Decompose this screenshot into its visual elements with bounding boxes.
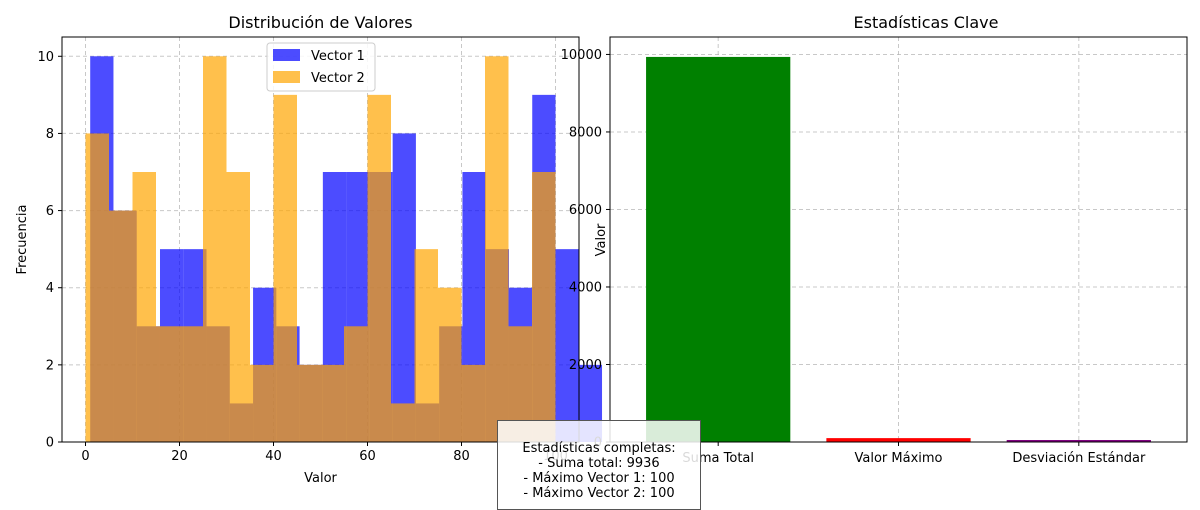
- histogram-bar-vector-2: [321, 365, 345, 442]
- stats-ytick-label: 8000: [569, 125, 602, 140]
- histogram-xtick-label: 20: [171, 449, 188, 464]
- stats-summary-max-vector-2: - Máximo Vector 2: 100: [498, 486, 700, 501]
- stats-summary-max-vector-1: - Máximo Vector 1: 100: [498, 471, 700, 486]
- histogram-ylabel: Frecuencia: [15, 205, 30, 275]
- histogram-bar-vector-2: [156, 326, 180, 442]
- histogram-bar-vector-1: [556, 249, 579, 442]
- stats-ytick-label: 2000: [569, 358, 602, 373]
- histogram-bar-vector-2: [344, 326, 368, 442]
- histogram-bar-vector-2: [297, 365, 321, 442]
- histogram-bar-vector-2: [180, 326, 204, 442]
- legend-label-vector-2: Vector 2: [311, 71, 365, 86]
- histogram-xtick-label: 0: [81, 449, 89, 464]
- histogram-bar-vector-2: [485, 56, 509, 442]
- histogram-bar-vector-2: [250, 365, 274, 442]
- stats-xtick-label: Valor Máximo: [855, 451, 943, 466]
- stats-ytick-label: 10000: [561, 48, 602, 63]
- histogram-bar-vector-2: [391, 403, 415, 442]
- histogram-bar-vector-2: [227, 172, 251, 442]
- histogram-ytick-label: 2: [46, 358, 54, 373]
- legend-swatch-vector-1: [273, 49, 300, 61]
- stats-ytick-label: 4000: [569, 280, 602, 295]
- stats-bar-suma-total: [646, 57, 790, 442]
- histogram-ytick-label: 0: [46, 436, 54, 451]
- histogram-xtick-label: 40: [265, 449, 282, 464]
- stats-title: Estadísticas Clave: [854, 13, 999, 32]
- stats-summary-total: - Suma total: 9936: [498, 456, 700, 471]
- histogram-ytick-label: 10: [37, 50, 54, 65]
- histogram-bar-vector-2: [86, 133, 110, 442]
- legend-swatch-vector-2: [273, 71, 300, 83]
- histogram-bar-vector-2: [438, 288, 462, 442]
- histogram-xtick-label: 60: [359, 449, 376, 464]
- histogram-bar-vector-1: [393, 133, 416, 442]
- histogram-bar-vector-2: [368, 95, 392, 442]
- stats-bar-valor-m-ximo: [826, 438, 970, 442]
- histogram-bar-vector-2: [133, 172, 157, 442]
- histogram-bar-vector-2: [462, 365, 486, 442]
- histogram-title: Distribución de Valores: [228, 13, 412, 32]
- stats-summary-heading: Estadísticas completas:: [498, 441, 700, 456]
- histogram-bar-vector-2: [415, 249, 439, 442]
- stats-xtick-label: Desviación Estándar: [1012, 451, 1146, 466]
- legend-label-vector-1: Vector 1: [311, 49, 365, 64]
- histogram-ytick-label: 4: [46, 281, 54, 296]
- histogram-bar-vector-2: [274, 95, 298, 442]
- stats-summary-box: Estadísticas completas: - Suma total: 99…: [497, 420, 701, 510]
- stats-ylabel: Valor: [594, 223, 609, 256]
- histogram-xtick-label: 80: [453, 449, 470, 464]
- stats-ytick-label: 6000: [569, 203, 602, 218]
- histogram-xlabel: Valor: [304, 471, 337, 486]
- histogram-ytick-label: 8: [46, 127, 54, 142]
- histogram-chart: 0204060801000246810 Distribución de Valo…: [15, 13, 602, 486]
- histogram-bar-vector-2: [203, 56, 227, 442]
- histogram-bar-vector-2: [109, 211, 133, 442]
- histogram-legend: Vector 1 Vector 2: [267, 43, 375, 91]
- histogram-bar-vector-2: [532, 172, 556, 442]
- histogram-ytick-label: 6: [46, 204, 54, 219]
